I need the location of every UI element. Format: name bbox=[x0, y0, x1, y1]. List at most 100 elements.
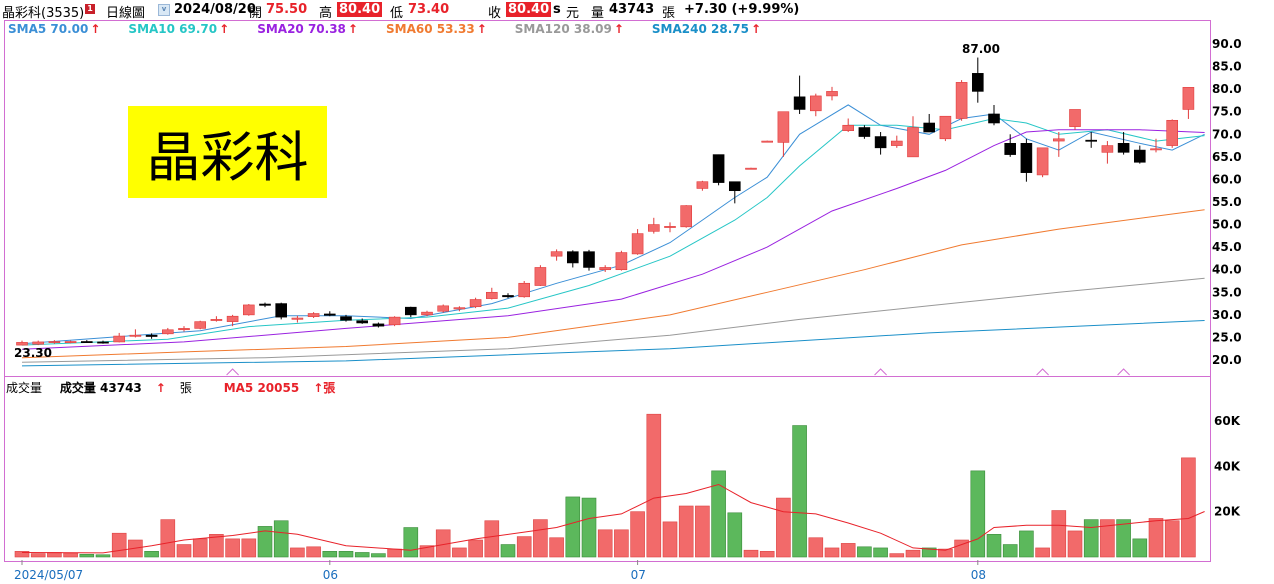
candle-body bbox=[485, 291, 498, 299]
volume-bar bbox=[338, 551, 354, 558]
candle-body bbox=[631, 233, 644, 255]
volume-bar bbox=[824, 547, 840, 558]
event-marker[interactable] bbox=[874, 368, 887, 376]
candle-body bbox=[712, 154, 725, 183]
candle-body bbox=[518, 282, 531, 298]
arrow-up-icon: ↑ bbox=[476, 22, 487, 36]
candle-body bbox=[761, 140, 774, 143]
price-tick-label: 60.0 bbox=[1212, 172, 1242, 186]
price-tick-label: 25.0 bbox=[1212, 330, 1242, 344]
price-tick-label: 40.0 bbox=[1212, 263, 1242, 277]
candle-body bbox=[1069, 109, 1081, 127]
volume-bar bbox=[225, 538, 240, 558]
price-tick-label: 80.0 bbox=[1212, 82, 1242, 96]
sma-legend: SMA5 70.00 ↑ SMA10 69.70 ↑ SMA20 70.38 ↑ SMA60… bbox=[8, 22, 789, 36]
volume-bar bbox=[419, 545, 435, 558]
price-tick-label: 55.0 bbox=[1212, 195, 1242, 209]
volume-bar bbox=[533, 519, 548, 558]
candle-body bbox=[1150, 148, 1162, 151]
candle-body bbox=[48, 341, 61, 343]
volume-bar bbox=[678, 505, 694, 558]
volume-bar bbox=[1148, 518, 1164, 558]
candle-body bbox=[923, 122, 936, 133]
event-marker[interactable] bbox=[226, 368, 239, 376]
price-tick-label: 85.0 bbox=[1212, 60, 1242, 74]
candle-body bbox=[728, 181, 741, 192]
candle-body bbox=[64, 341, 77, 343]
volume-ma5-line bbox=[21, 483, 1205, 554]
candle-body bbox=[16, 342, 28, 346]
volume-tick-label: 40K bbox=[1214, 459, 1241, 473]
high-value: 80.40 bbox=[337, 2, 383, 17]
candle-body bbox=[502, 295, 514, 298]
candle-body bbox=[664, 226, 676, 228]
candle-body bbox=[696, 181, 709, 189]
sma-legend-item: SMA60 53.33 ↑ bbox=[385, 22, 487, 36]
candle-body bbox=[275, 303, 288, 318]
volume-bar bbox=[1035, 547, 1050, 558]
candle-body bbox=[259, 303, 271, 306]
volume-bar bbox=[792, 425, 807, 558]
volume-title: 成交量 bbox=[6, 381, 43, 395]
volume-bar bbox=[63, 552, 78, 558]
volume-bar bbox=[144, 551, 159, 558]
volume-bar bbox=[79, 553, 95, 558]
stock-name: 晶彩科(3535) bbox=[2, 6, 85, 21]
candle-body bbox=[32, 341, 45, 345]
sma-line-sma120 bbox=[21, 277, 1205, 363]
arrow-up-icon: ↑ bbox=[750, 22, 762, 36]
low-value: 73.40 bbox=[408, 2, 450, 17]
candle-body bbox=[291, 317, 304, 320]
volume-bar bbox=[597, 529, 613, 558]
sma-legend-item: SMA240 28.75 ↑ bbox=[651, 22, 762, 36]
candle-body bbox=[1053, 138, 1065, 142]
price-tick-label: 20.0 bbox=[1212, 353, 1242, 367]
price-tick-label: 65.0 bbox=[1212, 150, 1242, 164]
price-panel[interactable] bbox=[4, 20, 1211, 377]
sma-legend-item: SMA10 69.70 ↑ bbox=[128, 22, 230, 36]
volume-bar bbox=[241, 538, 257, 558]
volume-bar bbox=[371, 553, 386, 558]
volume-bar bbox=[1051, 510, 1067, 558]
volume-bar bbox=[468, 539, 483, 558]
candle-body bbox=[307, 313, 320, 317]
date-tick-label: 2024/05/07 bbox=[14, 568, 83, 582]
candle-body bbox=[745, 167, 757, 170]
candle-body bbox=[939, 115, 952, 140]
volume-bar bbox=[1019, 530, 1034, 558]
volume-legend-value: 成交量 43743 ↑ 張 bbox=[60, 381, 206, 395]
volume-bar bbox=[727, 512, 743, 558]
sma-line-sma60 bbox=[21, 209, 1205, 359]
candle-body bbox=[323, 313, 336, 316]
candle-body bbox=[372, 323, 385, 327]
volume-bar bbox=[516, 536, 532, 558]
volume-bar bbox=[743, 549, 759, 558]
candle-body bbox=[243, 304, 255, 316]
candle-body bbox=[647, 224, 660, 232]
chart-type-label: 日線圖 bbox=[106, 6, 146, 21]
candle-body bbox=[210, 319, 223, 321]
candle-body bbox=[356, 320, 369, 324]
close-value: 80.40 bbox=[506, 2, 552, 17]
candle-body bbox=[988, 113, 1000, 124]
arrow-up-icon: ↑ bbox=[90, 22, 101, 36]
event-marker[interactable] bbox=[1117, 368, 1130, 376]
candle-body bbox=[1134, 149, 1146, 163]
date-tick-label: 06 bbox=[323, 568, 338, 582]
sma-legend-item: SMA5 70.00 ↑ bbox=[8, 22, 101, 36]
sma-legend-item: SMA120 38.09 ↑ bbox=[514, 22, 624, 36]
open-label: 開 bbox=[249, 6, 263, 21]
volume-bar bbox=[646, 413, 662, 558]
candle-body bbox=[1036, 147, 1049, 176]
volume-bar bbox=[500, 544, 516, 558]
candle-body bbox=[194, 321, 206, 329]
volume-bar bbox=[1002, 544, 1018, 558]
price-change: +7.30 (+9.99%) bbox=[684, 2, 800, 17]
volume-bar bbox=[176, 544, 192, 558]
volume-bar bbox=[565, 496, 581, 558]
candle-body bbox=[178, 328, 190, 331]
candle-body bbox=[1085, 139, 1097, 142]
event-marker[interactable] bbox=[1036, 368, 1049, 376]
volume-bar bbox=[970, 470, 986, 558]
volume-bar bbox=[1181, 457, 1196, 558]
